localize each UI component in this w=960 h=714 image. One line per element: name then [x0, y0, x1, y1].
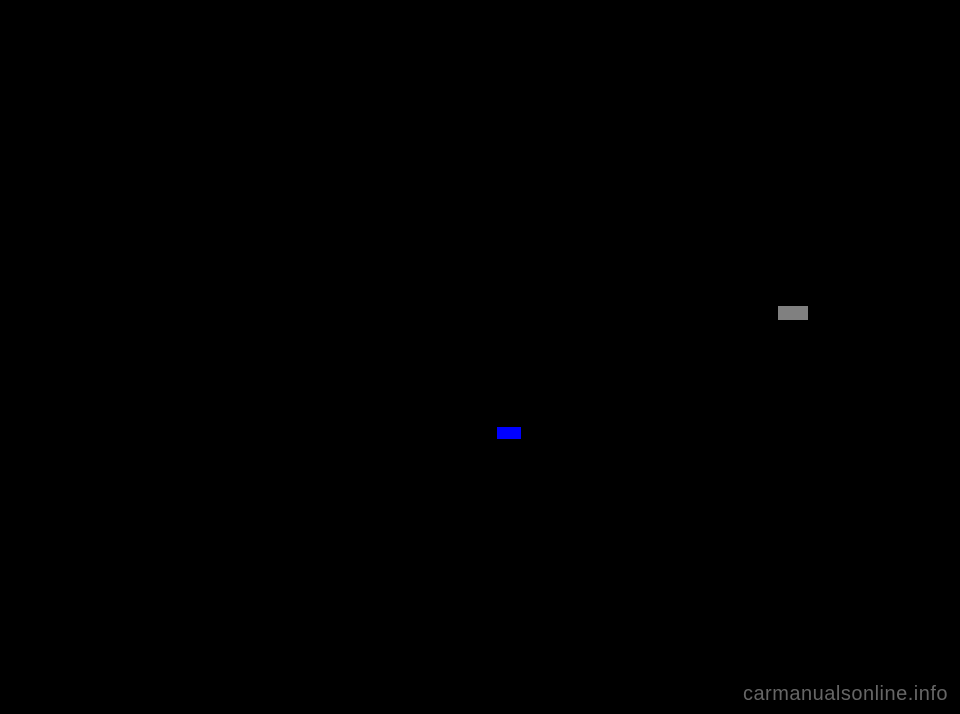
- blue-marker-box: [497, 427, 521, 439]
- gray-marker-box: [778, 306, 808, 320]
- watermark-text: carmanualsonline.info: [743, 683, 948, 706]
